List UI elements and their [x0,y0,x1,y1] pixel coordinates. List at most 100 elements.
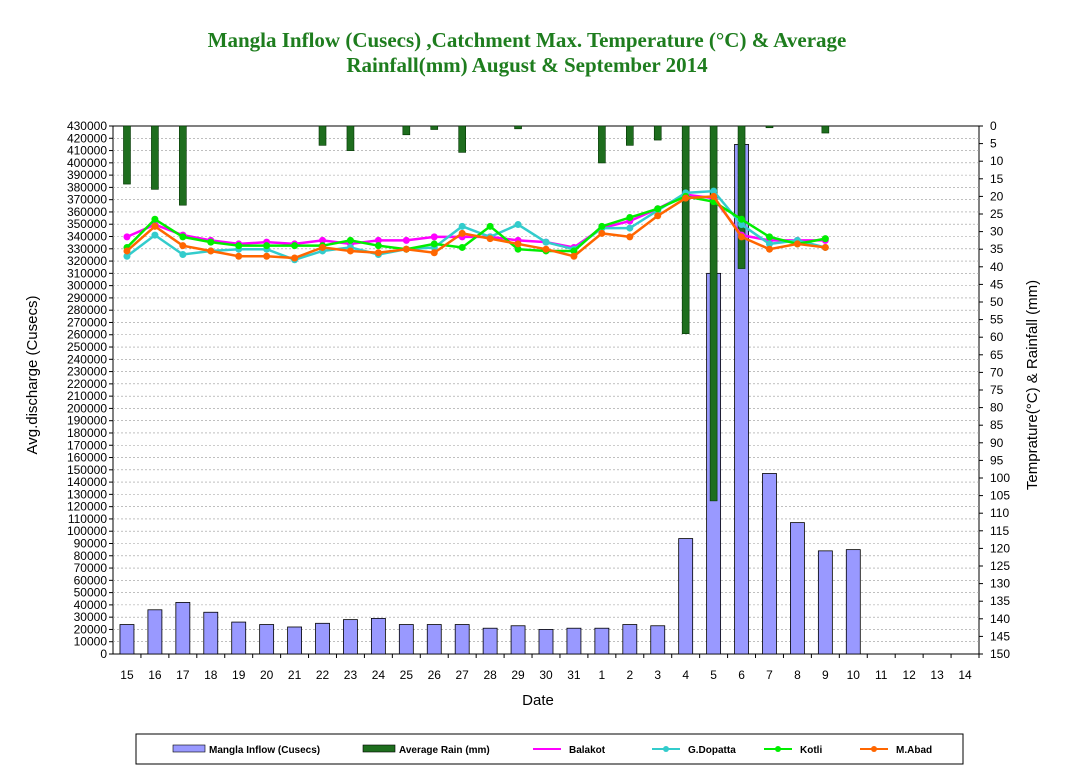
inflow-bar [370,617,386,655]
x-tick-label: 12 [902,668,916,682]
series-point [319,236,327,244]
left-tick-label: 260000 [67,328,107,342]
rain-bar [681,125,690,334]
inflow-bar [287,626,302,655]
inflow-bar [259,624,275,655]
left-tick-label: 100000 [67,524,107,538]
legend-label: G.Dopatta [688,745,736,756]
inflow-bar [482,627,498,655]
x-tick-label: 19 [232,668,246,682]
inflow-bar [510,625,526,655]
inflow-bar [454,624,470,655]
series-point [151,222,159,230]
left-tick-label: 330000 [67,242,107,256]
right-tick-label: 95 [990,453,1004,467]
gridlines [113,137,979,643]
left-tick-label: 410000 [67,144,107,158]
right-tick-label: 10 [990,154,1004,168]
series-point [123,252,131,260]
legend-swatch [172,744,206,753]
right-tick-label: 40 [990,260,1004,274]
series-point [514,245,522,253]
right-tick-label: 140 [990,612,1010,626]
series-point [346,247,354,255]
left-tick-label: 190000 [67,414,107,428]
inflow-bar [845,549,861,655]
rain-bar [123,125,131,185]
x-tick-label: 30 [539,668,553,682]
x-tick-label: 20 [260,668,274,682]
series-point [821,235,829,243]
left-tick-label: 350000 [67,217,107,231]
left-tick-label: 80000 [74,549,108,563]
left-tick-label: 290000 [67,291,107,305]
left-tick-label: 320000 [67,254,107,268]
left-tick-label: 300000 [67,279,107,293]
right-tick-label: 105 [990,489,1010,503]
inflow-bar [147,609,163,655]
left-tick-label: 370000 [67,193,107,207]
series-point [291,242,299,250]
rain-bar [346,125,355,151]
series-point [542,238,550,246]
legend-marker [663,746,669,752]
right-tick-label: 75 [990,383,1004,397]
left-tick-label: 90000 [74,536,108,550]
series-point [458,243,466,251]
inflow-bar [650,625,666,655]
rain-bar [737,125,746,269]
series-point [151,215,159,223]
x-tick-label: 21 [288,668,302,682]
x-tick-label: 9 [822,668,829,682]
series-line [126,189,826,262]
series-point [765,233,773,241]
temperature-lines [123,187,829,264]
x-axis-label: Date [522,692,554,709]
series-point [458,222,466,230]
series-point [346,236,354,244]
series-point [319,243,327,251]
inflow-bar [175,602,191,655]
right-tick-label: 20 [990,189,1004,203]
series-point [486,222,494,230]
series-point [626,233,634,241]
series-point [598,229,606,237]
series-point [207,238,215,246]
series-point [738,215,746,223]
x-tick-label: 18 [204,668,218,682]
series-point [430,249,438,257]
inflow-bar [762,473,777,655]
x-tick-label: 27 [456,668,470,682]
x-tick-label: 11 [875,668,888,682]
right-tick-label: 130 [990,577,1010,591]
right-tick-label: 65 [990,348,1004,362]
rain-bar [430,125,439,130]
series-point [374,242,382,250]
right-tick-label: 45 [990,277,1004,291]
left-tick-label: 220000 [67,377,107,391]
inflow-bar [231,621,247,655]
legend-label: Average Rain (mm) [399,745,490,756]
series-point [486,235,494,243]
left-tick-label: 250000 [67,340,107,354]
series-point [430,233,438,241]
series-point [514,221,522,229]
series-point [179,250,187,258]
right-tick-label: 30 [990,225,1004,239]
left-tick-label: 150000 [67,463,107,477]
legend-marker [775,746,781,752]
series-point [626,224,634,232]
inflow-bar [203,611,219,655]
left-tick-label: 50000 [74,586,108,600]
right-tick-label: 35 [990,242,1004,256]
left-tick-label: 280000 [67,303,107,317]
series-point [430,240,438,248]
inflow-bar [398,624,414,655]
series-point [402,236,410,244]
left-tick-label: 340000 [67,230,107,244]
right-tick-label: 55 [990,313,1004,327]
left-tick-label: 40000 [74,598,108,612]
x-tick-label: 25 [400,668,414,682]
y-axis-right-label: Temprature(°C) & Rainfall (mm) [1024,280,1041,490]
inflow-bar [343,619,358,655]
